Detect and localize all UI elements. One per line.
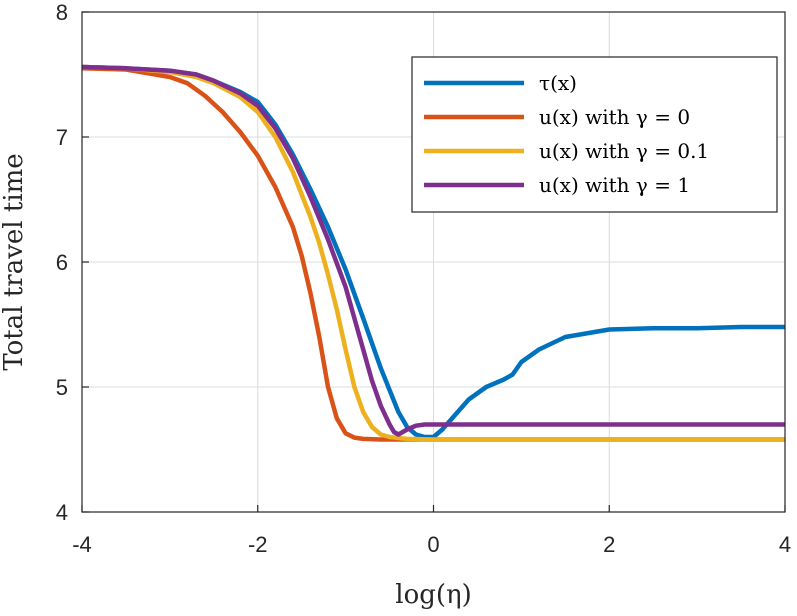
x-axis-label: log(η) <box>395 580 471 610</box>
x-tick-label: -2 <box>248 532 268 557</box>
y-axis-label: Total travel time <box>0 153 29 370</box>
legend-label: τ(x) <box>539 71 577 95</box>
legend-label: u(x) with γ = 0.1 <box>539 139 709 163</box>
x-tick-label: 0 <box>427 532 439 557</box>
y-tick-label: 4 <box>56 500 68 525</box>
x-tick-label: 4 <box>779 532 791 557</box>
series-line-4 <box>81 64 785 437</box>
legend-label: u(x) with γ = 1 <box>539 173 690 197</box>
tick-labels: -4 -2 0 2 4 4 5 6 7 8 <box>56 0 791 557</box>
legend: τ(x) u(x) with γ = 0 u(x) with γ = 0.1 u(x)… <box>411 56 778 213</box>
y-tick-label: 5 <box>56 375 68 400</box>
legend-label: u(x) with γ = 0 <box>539 105 690 129</box>
x-tick-label: 2 <box>603 532 615 557</box>
series-line-2 <box>81 66 785 442</box>
y-tick-label: 6 <box>56 250 68 275</box>
series-lines <box>81 64 785 442</box>
series-line-3 <box>81 64 785 442</box>
x-tick-label: -4 <box>72 532 92 557</box>
y-tick-label: 7 <box>56 125 68 150</box>
y-tick-label: 8 <box>56 0 68 25</box>
